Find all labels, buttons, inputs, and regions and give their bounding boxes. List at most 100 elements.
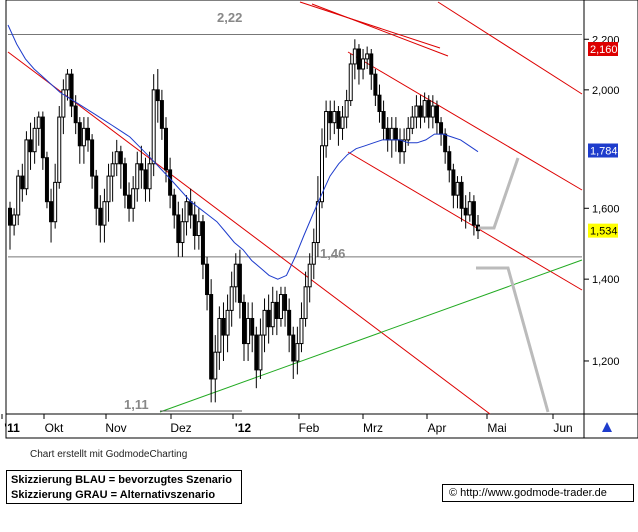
candle-body bbox=[270, 301, 275, 328]
candle-body bbox=[373, 73, 378, 96]
candle-body bbox=[225, 309, 230, 336]
candle-body bbox=[188, 201, 193, 216]
candle-body bbox=[356, 48, 361, 70]
candle-body bbox=[147, 163, 152, 190]
y-tick-label: 2,000 bbox=[592, 85, 620, 97]
x-axis-panel bbox=[5, 413, 585, 439]
candle-body bbox=[303, 286, 308, 319]
candle-body bbox=[414, 105, 419, 118]
copyright-icon: © bbox=[449, 487, 458, 499]
x-tick-label: Feb bbox=[299, 421, 320, 435]
candle-body bbox=[184, 201, 189, 223]
candle-body bbox=[242, 301, 246, 345]
candle-body bbox=[389, 127, 394, 141]
level-label-top: 2,22 bbox=[217, 10, 242, 25]
annotations: 2,22 1,46 1,11 bbox=[124, 10, 345, 412]
candle-body bbox=[422, 100, 427, 118]
y-tick-label: 1,400 bbox=[592, 274, 620, 286]
moving-average bbox=[7, 24, 479, 280]
candle-body bbox=[410, 116, 415, 129]
candle-body bbox=[455, 181, 460, 196]
candle-body bbox=[151, 89, 156, 165]
chart-credit: Chart erstellt mit GodmodeCharting bbox=[30, 449, 188, 460]
candle-body bbox=[250, 317, 255, 336]
corner-button[interactable] bbox=[583, 413, 638, 439]
candle-body bbox=[229, 286, 234, 311]
candle-body bbox=[40, 116, 45, 159]
candle-body bbox=[418, 105, 423, 118]
channel-lower bbox=[347, 151, 583, 291]
candle-body bbox=[266, 309, 271, 328]
candle-body bbox=[65, 73, 70, 91]
candle-body bbox=[57, 116, 62, 183]
scenario-bearish bbox=[476, 266, 550, 413]
trendline-top-a bbox=[299, 1, 441, 49]
trendline-top-b bbox=[311, 3, 449, 57]
candle-body bbox=[61, 89, 66, 118]
candle-body bbox=[213, 351, 218, 380]
candle-body bbox=[16, 175, 21, 216]
x-tick-label: Dez bbox=[170, 421, 191, 435]
candle-body bbox=[159, 100, 164, 129]
candle-body bbox=[209, 294, 214, 380]
candle-body bbox=[426, 100, 431, 118]
candle-body bbox=[430, 105, 435, 118]
candle-body bbox=[20, 175, 25, 190]
candle-body bbox=[237, 263, 242, 303]
candle-body bbox=[352, 48, 357, 65]
candle-body bbox=[32, 127, 37, 153]
candle-body bbox=[361, 58, 366, 70]
candle-body bbox=[110, 163, 115, 177]
candle-body bbox=[98, 207, 103, 226]
candle-body bbox=[459, 181, 464, 209]
candle-body bbox=[139, 163, 144, 171]
x-tick-label: Nov bbox=[105, 421, 126, 435]
current-price-tag: 1,534 bbox=[590, 226, 618, 238]
candle-body bbox=[262, 309, 267, 336]
candle-body bbox=[44, 157, 49, 203]
candle-body bbox=[340, 116, 345, 129]
candle-body bbox=[233, 263, 238, 288]
current-price-tag-bg bbox=[588, 223, 618, 238]
candle-body bbox=[81, 127, 86, 147]
candle-body bbox=[307, 263, 312, 288]
candle-body bbox=[398, 139, 402, 153]
scenario-sketches bbox=[476, 157, 550, 413]
upper-price-tag: 2,160 bbox=[590, 44, 618, 56]
candle-body bbox=[94, 175, 99, 209]
candle-body bbox=[118, 151, 123, 165]
candle-body bbox=[135, 163, 140, 190]
x-tick-label: Mrz bbox=[363, 421, 383, 435]
candle-body bbox=[200, 221, 205, 265]
candle-body bbox=[86, 127, 90, 141]
candle-body bbox=[315, 201, 320, 244]
candle-body bbox=[168, 169, 173, 196]
candle-body bbox=[114, 151, 119, 165]
x-tick-label: '11 bbox=[4, 421, 20, 435]
candle-body bbox=[295, 343, 300, 362]
x-axis-labels: '11 Okt Nov Dez '12 Feb Mrz Apr Mai Jun bbox=[1, 414, 573, 435]
candle-body bbox=[336, 111, 341, 129]
ma-value-tag-bg bbox=[588, 143, 618, 158]
candle-body bbox=[53, 181, 58, 223]
arrow-icon bbox=[602, 422, 612, 432]
candle-body bbox=[143, 169, 148, 190]
trendline-long-down bbox=[7, 51, 491, 415]
candle-body bbox=[172, 194, 177, 216]
x-tick-label: Okt bbox=[45, 421, 64, 435]
x-tick-label: '12 bbox=[235, 421, 252, 435]
source-link[interactable]: © http://www.godmode-trader.de bbox=[442, 484, 634, 502]
x-tick-label: Apr bbox=[428, 421, 447, 435]
candle-body bbox=[443, 133, 448, 153]
ma-value-tag: 1,784 bbox=[590, 146, 618, 158]
candle-body bbox=[8, 207, 12, 226]
candle-body bbox=[447, 151, 452, 171]
candle-body bbox=[217, 317, 222, 353]
candle-body bbox=[365, 53, 370, 60]
candle-body bbox=[348, 63, 353, 102]
candle-body bbox=[299, 317, 304, 345]
candle-body bbox=[311, 242, 316, 265]
candle-body bbox=[77, 122, 82, 147]
